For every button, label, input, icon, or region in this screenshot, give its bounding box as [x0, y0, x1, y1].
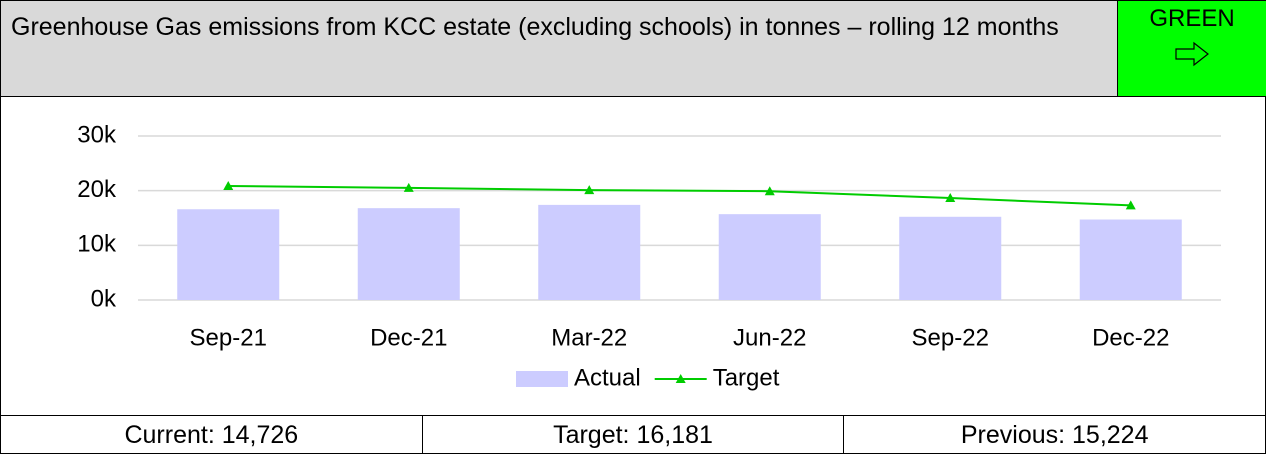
bar — [538, 204, 641, 300]
legend-marker — [675, 374, 686, 383]
bar — [357, 208, 460, 300]
marker — [945, 193, 956, 203]
x-tick-label: Jun-22 — [733, 324, 806, 351]
title: Greenhouse Gas emissions from KCC estate… — [11, 13, 1059, 41]
legend-swatch — [516, 371, 568, 387]
y-tick-label: 20k — [77, 176, 117, 203]
chart: 0k 10k 20k 30k Sep-21 Dec-21 Mar-22 Jun-22 Sep-2… — [77, 121, 1221, 391]
footer-cell: Target: 16,181 — [421, 416, 844, 454]
y-tick-label: 30k — [77, 121, 117, 148]
legend-label: Actual — [574, 364, 641, 391]
x-tick-label: Dec-22 — [1092, 324, 1169, 351]
line — [228, 185, 1131, 207]
x-tick-label: Mar-22 — [551, 324, 627, 351]
status-label: GREEN — [1149, 5, 1235, 32]
bar — [1079, 219, 1182, 300]
marker — [223, 181, 234, 191]
x-tick-label: Sep-22 — [912, 324, 989, 351]
x-tick-label: Dec-21 — [370, 324, 447, 351]
status-box: GREEN — [1117, 1, 1266, 96]
header: Greenhouse Gas emissions from KCC estate… — [1, 1, 1266, 97]
legend-label: Target — [713, 364, 780, 391]
marker — [1125, 200, 1136, 210]
y-tick-label: 10k — [77, 231, 117, 258]
y-tick-label: 0k — [91, 285, 117, 312]
footer: Current: 14,726 Target: 16,181 Previous:… — [1, 415, 1265, 454]
marker — [764, 186, 775, 196]
bar — [899, 216, 1002, 300]
x-tick-label: Sep-21 — [190, 324, 267, 351]
marker — [584, 185, 595, 195]
bar — [718, 214, 821, 300]
footer-cell: Current: 14,726 — [124, 421, 299, 449]
marker — [403, 182, 414, 192]
footer-cell: Previous: 15,224 — [843, 416, 1265, 454]
bar — [177, 209, 280, 300]
arrow-icon — [1175, 41, 1209, 67]
